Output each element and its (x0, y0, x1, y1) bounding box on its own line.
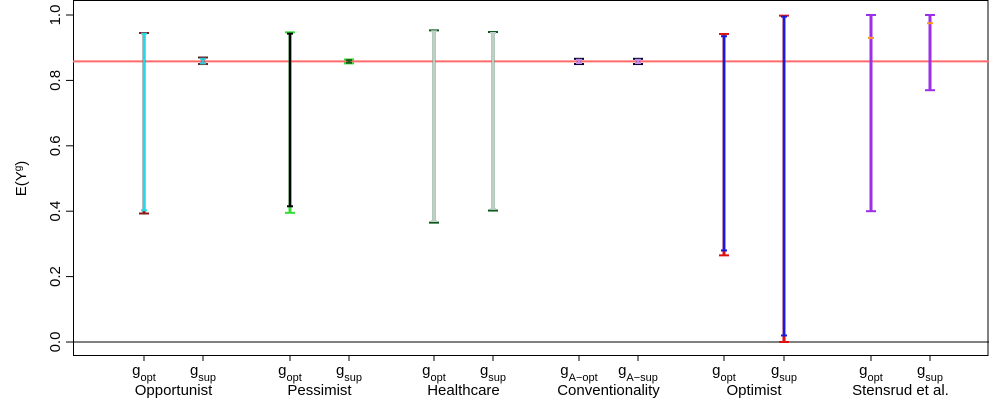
category-label-main: g (190, 362, 198, 379)
interval-1-0 (285, 32, 295, 213)
inner-interval (287, 34, 293, 207)
category-label: gsup (190, 362, 216, 384)
group-label: Conventionality (557, 382, 660, 399)
category-label: gopt (859, 362, 883, 384)
outer-interval (866, 15, 876, 211)
category-label-main: g (917, 362, 925, 379)
interval-4-0 (719, 34, 729, 255)
category-label: gA−opt (560, 362, 597, 384)
inner-interval (781, 17, 787, 336)
category-label: gopt (278, 362, 302, 384)
interval-2-0 (429, 30, 439, 222)
category-label: gsup (771, 362, 797, 384)
category-label-main: g (278, 362, 286, 379)
group-label: Optimist (726, 382, 782, 399)
group-label: Healthcare (427, 382, 500, 399)
interval-5-0 (866, 15, 876, 211)
category-label-main: g (712, 362, 720, 379)
category-label: gopt (712, 362, 736, 384)
category-label-main: g (618, 362, 626, 379)
y-tick-label: 0.2 (47, 266, 64, 287)
category-label: gsup (336, 362, 362, 384)
category-label-main: g (859, 362, 867, 379)
plot-frame (74, 1, 989, 356)
category-label-main: g (771, 362, 779, 379)
category-label-subscript: sup (779, 372, 797, 384)
y-axis-title-superscript: g (13, 166, 24, 172)
category-label-main: g (336, 362, 344, 379)
y-axis-title: E(Yg) (13, 161, 31, 197)
group-label: Stensrud et al. (852, 382, 949, 399)
category-label-main: g (560, 362, 568, 379)
inner-interval (431, 31, 437, 221)
category-label: gsup (917, 362, 943, 384)
category-label-main: g (480, 362, 488, 379)
group-label: Pessimist (287, 382, 352, 399)
group-label: Opportunist (135, 382, 213, 399)
inner-interval (141, 34, 147, 211)
y-tick-label: 0.0 (47, 332, 64, 353)
y-tick-label: 0.8 (47, 70, 64, 91)
outer-interval (925, 15, 935, 90)
y-tick-label: 0.4 (47, 201, 64, 222)
category-label: gA−sup (618, 362, 658, 384)
category-label: gopt (132, 362, 156, 384)
interval-0-0 (139, 33, 149, 214)
category-label-main: g (132, 362, 140, 379)
interval-5-1 (925, 15, 935, 90)
y-tick-label: 0.6 (47, 135, 64, 156)
inner-interval (721, 36, 727, 250)
category-label-main: g (422, 362, 430, 379)
interval-2-1 (488, 32, 498, 211)
category-label: gopt (422, 362, 446, 384)
interval-4-1 (779, 16, 789, 342)
y-tick-label: 1.0 (47, 5, 64, 26)
category-label: gsup (480, 362, 506, 384)
y-axis: 0.0 0.2 0.4 0.6 0.8 1.0 (47, 5, 73, 353)
inner-interval (490, 33, 496, 209)
